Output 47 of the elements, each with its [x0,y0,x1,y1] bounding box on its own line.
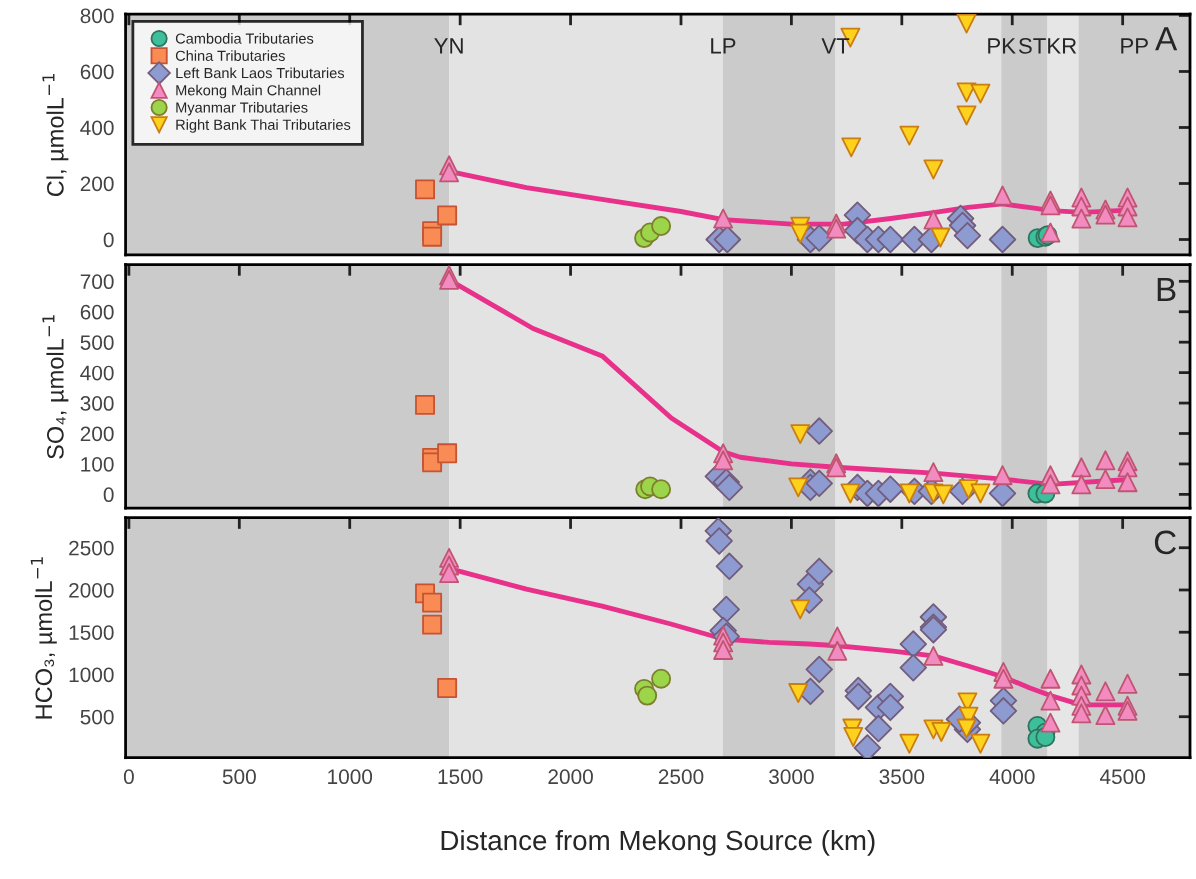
y-axis-title: HCO₃, µmolL$^{−1}$ [30,557,57,719]
band-label: LP [711,38,736,54]
y-axis-title: SO₄, µmolL$^{−1}$ [42,315,69,459]
x-tick-label: 0 [123,769,134,785]
y-tick-label: 200 [80,176,114,192]
x-tick-label: 4500 [1099,769,1146,785]
y-tick-label: 0 [103,487,114,503]
x-tick-label: 1000 [328,769,373,785]
y-tick-label: 0 [103,232,114,248]
y-tick-label: 2000 [69,582,114,598]
y-tick-label: 800 [80,8,114,24]
x-tick-label: 2500 [658,769,704,785]
y-tick-label: 300 [80,396,114,411]
x-tick-label: 1500 [438,769,483,785]
legend-label: Left Bank Laos Tributaries [176,67,345,79]
legend-label: Mekong Main Channel [176,84,321,99]
band-label: YN [434,38,463,54]
y-tick-label: 400 [80,120,114,136]
annotation: B [1157,277,1176,301]
legend-label: Cambodia Tributaries [175,33,314,44]
y-tick-label: 2500 [69,540,114,556]
y-tick-label: 100 [81,456,114,472]
x-tick-label: 4000 [989,769,1035,785]
x-tick-label: 3000 [769,769,814,785]
y-axis-title: Cl, µmolL$^{−1}$ [42,74,69,197]
y-tick-label: 400 [80,365,114,381]
y-tick-label: 200 [80,426,114,442]
y-tick-label: 600 [80,64,114,80]
band-label: STKR [1018,38,1077,54]
band-label: PK [988,38,1016,54]
legend-label: Right Bank Thai Tributaries [176,119,351,133]
y-tick-label: 500 [80,335,114,350]
x-tick-label: 2000 [548,769,593,785]
y-tick-label: 600 [80,304,114,320]
x-tick-label: 3500 [879,769,925,785]
annotation: C [1154,530,1176,555]
y-tick-label: 500 [80,709,114,725]
legend-label: Myanmar Tributaries [176,101,308,116]
annotation: A [1155,27,1178,51]
x-axis-title: Distance from Mekong Source (km) [441,829,875,856]
band-label: PP [1121,38,1148,54]
x-tick-label: 500 [222,769,256,785]
legend-label: China Tributaries [175,50,285,61]
y-tick-label: 1500 [69,625,114,640]
band-label: VT [821,38,850,54]
y-tick-label: 1000 [69,667,114,683]
y-tick-label: 700 [80,274,114,290]
